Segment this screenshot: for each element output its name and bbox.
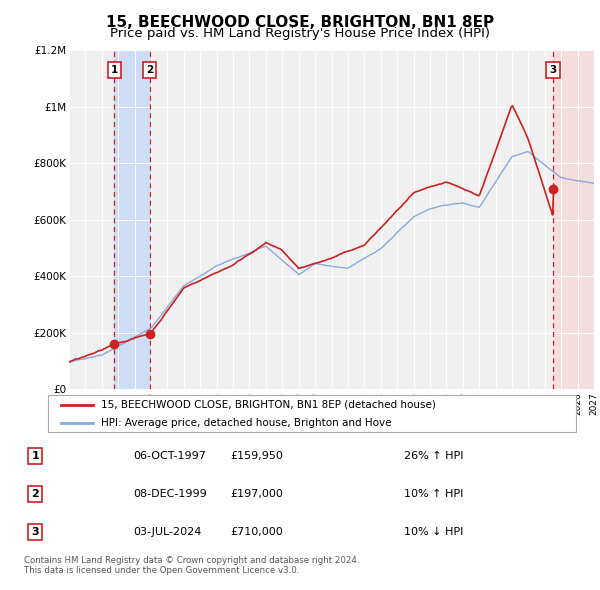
Text: 3: 3 bbox=[550, 65, 557, 75]
Text: 08-DEC-1999: 08-DEC-1999 bbox=[133, 489, 207, 499]
Text: 26% ↑ HPI: 26% ↑ HPI bbox=[404, 451, 463, 461]
Text: 15, BEECHWOOD CLOSE, BRIGHTON, BN1 8EP: 15, BEECHWOOD CLOSE, BRIGHTON, BN1 8EP bbox=[106, 15, 494, 30]
FancyBboxPatch shape bbox=[48, 395, 576, 432]
Text: 2: 2 bbox=[31, 489, 39, 499]
Text: 10% ↑ HPI: 10% ↑ HPI bbox=[404, 489, 463, 499]
Text: Price paid vs. HM Land Registry's House Price Index (HPI): Price paid vs. HM Land Registry's House … bbox=[110, 27, 490, 40]
Text: 2: 2 bbox=[146, 65, 154, 75]
Text: £197,000: £197,000 bbox=[230, 489, 283, 499]
Text: Contains HM Land Registry data © Crown copyright and database right 2024.
This d: Contains HM Land Registry data © Crown c… bbox=[24, 556, 359, 575]
Text: 1: 1 bbox=[31, 451, 39, 461]
Text: HPI: Average price, detached house, Brighton and Hove: HPI: Average price, detached house, Brig… bbox=[101, 418, 391, 428]
Bar bbox=[114, 50, 150, 389]
Text: £159,950: £159,950 bbox=[230, 451, 283, 461]
Text: £710,000: £710,000 bbox=[230, 527, 283, 537]
Bar bbox=[553, 50, 594, 389]
Text: 1: 1 bbox=[110, 65, 118, 75]
Text: 10% ↓ HPI: 10% ↓ HPI bbox=[404, 527, 463, 537]
Text: 06-OCT-1997: 06-OCT-1997 bbox=[133, 451, 206, 461]
Text: 3: 3 bbox=[31, 527, 39, 537]
Text: 15, BEECHWOOD CLOSE, BRIGHTON, BN1 8EP (detached house): 15, BEECHWOOD CLOSE, BRIGHTON, BN1 8EP (… bbox=[101, 400, 436, 409]
Text: 03-JUL-2024: 03-JUL-2024 bbox=[133, 527, 202, 537]
